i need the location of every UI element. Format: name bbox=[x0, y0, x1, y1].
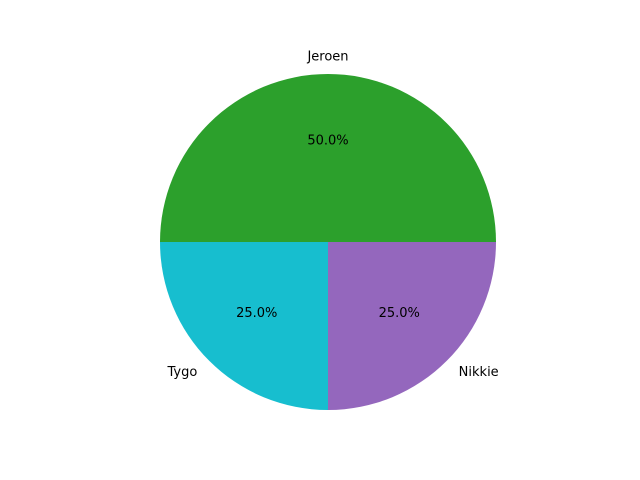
slice-label-nikkie: Nikkie bbox=[459, 365, 499, 380]
slice-pct-nikkie: 25.0% bbox=[379, 306, 420, 321]
slice-pct-jeroen: 50.0% bbox=[307, 134, 348, 149]
pie-slice-jeroen bbox=[160, 74, 496, 242]
slice-pct-tygo: 25.0% bbox=[236, 306, 277, 321]
slice-label-jeroen: Jeroen bbox=[306, 50, 348, 65]
slice-label-tygo: Tygo bbox=[166, 365, 197, 380]
pie-slices bbox=[160, 74, 496, 410]
pie-labels: Jeroen 50.0% Tygo 25.0% Nikkie 25.0% bbox=[166, 50, 498, 380]
pie-slice-tygo bbox=[160, 242, 328, 410]
pie-slice-nikkie bbox=[328, 242, 496, 410]
